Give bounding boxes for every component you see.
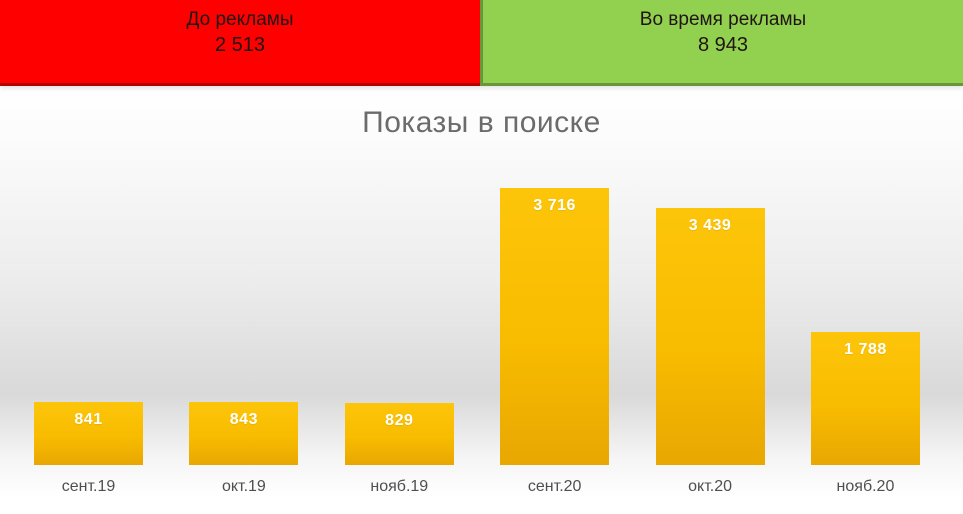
category-label: нояб.20 — [836, 478, 895, 495]
summary-banner: До рекламы 2 513 Во время рекламы 8 943 — [0, 0, 963, 86]
bar-column: 3 439 окт.20 — [655, 208, 765, 495]
during-ads-value: 8 943 — [697, 34, 749, 56]
before-ads-block: До рекламы 2 513 — [0, 0, 480, 86]
bar-column: 843 окт.19 — [189, 402, 299, 495]
bar: 829 — [344, 403, 454, 465]
bar-column: 829 нояб.19 — [344, 403, 454, 495]
category-label: сент.20 — [527, 478, 582, 495]
bar-value-label: 3 716 — [533, 197, 576, 214]
bar-value-label: 841 — [74, 411, 103, 428]
bar: 3 439 — [655, 208, 765, 465]
bar-column: 841 сент.19 — [34, 402, 143, 495]
before-ads-label: До рекламы — [186, 9, 294, 30]
bar-chart: Показы в поиске 841 сент.19 843 окт.19 8… — [0, 86, 963, 514]
category-label: окт.20 — [688, 478, 732, 495]
category-label: сент.19 — [61, 478, 116, 495]
during-ads-block: Во время рекламы 8 943 — [480, 0, 963, 86]
during-ads-label: Во время рекламы — [639, 9, 807, 30]
bar: 843 — [189, 402, 299, 465]
bar-value-label: 843 — [229, 411, 258, 428]
bar: 1 788 — [810, 332, 920, 465]
bar-column: 3 716 сент.20 — [500, 188, 610, 495]
category-label: окт.19 — [221, 478, 266, 495]
bar-column: 1 788 нояб.20 — [810, 332, 920, 495]
category-label: нояб.19 — [370, 478, 429, 495]
bars-row: 841 сент.19 843 окт.19 829 нояб.19 3 716… — [0, 86, 963, 495]
bar: 841 — [34, 402, 143, 465]
bar: 3 716 — [500, 188, 610, 465]
chart-title: Показы в поиске — [362, 106, 601, 139]
before-ads-value: 2 513 — [214, 34, 266, 56]
bar-value-label: 829 — [385, 412, 414, 429]
bar-value-label: 3 439 — [688, 217, 732, 234]
bar-value-label: 1 788 — [844, 341, 887, 358]
